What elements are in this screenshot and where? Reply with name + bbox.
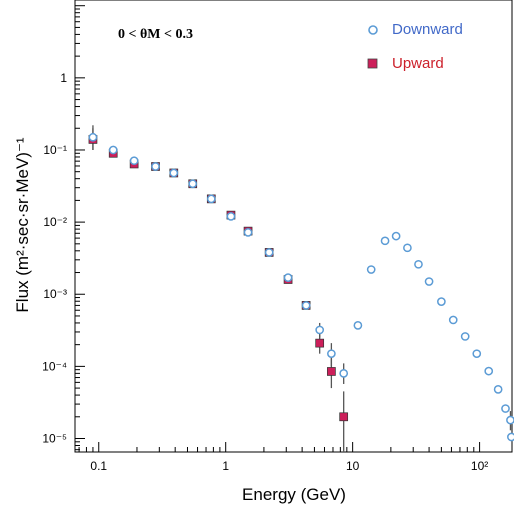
y-tick-label: 10⁻² [43,215,67,229]
error-bar-layer [92,125,512,452]
point-downward [108,145,118,155]
point-downward [460,332,470,341]
y-tick-label: 1 [60,71,67,85]
point-downward [169,168,179,178]
point-downward [437,297,446,306]
point-downward [507,432,514,442]
point-downward [424,277,434,286]
point-downward [391,231,401,241]
point-downward [88,132,98,142]
legend-label-upward: Upward [392,55,444,72]
x-tick-label: 1 [222,459,229,473]
point-downward [366,265,376,274]
point-downward [264,248,274,257]
x-tick-label: 10² [471,459,488,473]
point-downward [283,273,293,282]
point-downward [448,315,458,325]
point-downward [151,162,160,171]
y-tick-label: 10⁻³ [43,287,67,301]
y-tick-label: 10⁻¹ [43,143,67,157]
legend-marker-upward [367,58,378,69]
point-downward [403,243,412,253]
point-downward [506,415,514,425]
point-downward [188,179,198,189]
point-downward [353,321,363,330]
point-downward [493,385,503,394]
annotation-cut: 0 < θM < 0.3 [118,27,193,42]
point-downward [484,366,494,376]
y-axis-title: Flux (m²·sec·sr·MeV)⁻¹ [13,137,32,313]
point-downward [414,259,423,269]
point-downward [472,349,482,359]
point-downward [243,228,253,237]
y-tick-label: 10⁻⁴ [42,359,67,373]
point-downward [129,156,139,166]
y-tick-label: 10⁻⁵ [42,432,67,446]
point-downward [501,404,510,413]
x-tick-label: 0.1 [90,459,107,473]
point-downward [339,369,349,378]
plot-frame [74,0,513,453]
point-downward [206,194,216,204]
point-downward [315,325,325,335]
point-downward [301,301,311,310]
point-downward [380,236,390,246]
tick-layer: 0.1 1 10 10² 10⁻⁵ 10⁻⁴ 10⁻³ 10⁻² 10⁻¹ 1 [42,5,488,473]
point-downward [327,349,336,359]
point-upward [339,412,349,422]
x-tick-label: 10 [346,459,360,473]
x-axis-title: Energy (GeV) [242,485,346,504]
point-upward [315,338,325,348]
point-upward [327,367,336,376]
point-downward [226,212,236,221]
legend-marker-downward [368,25,378,35]
marker-layer [88,132,514,442]
legend-label-downward: Downward [392,21,463,38]
